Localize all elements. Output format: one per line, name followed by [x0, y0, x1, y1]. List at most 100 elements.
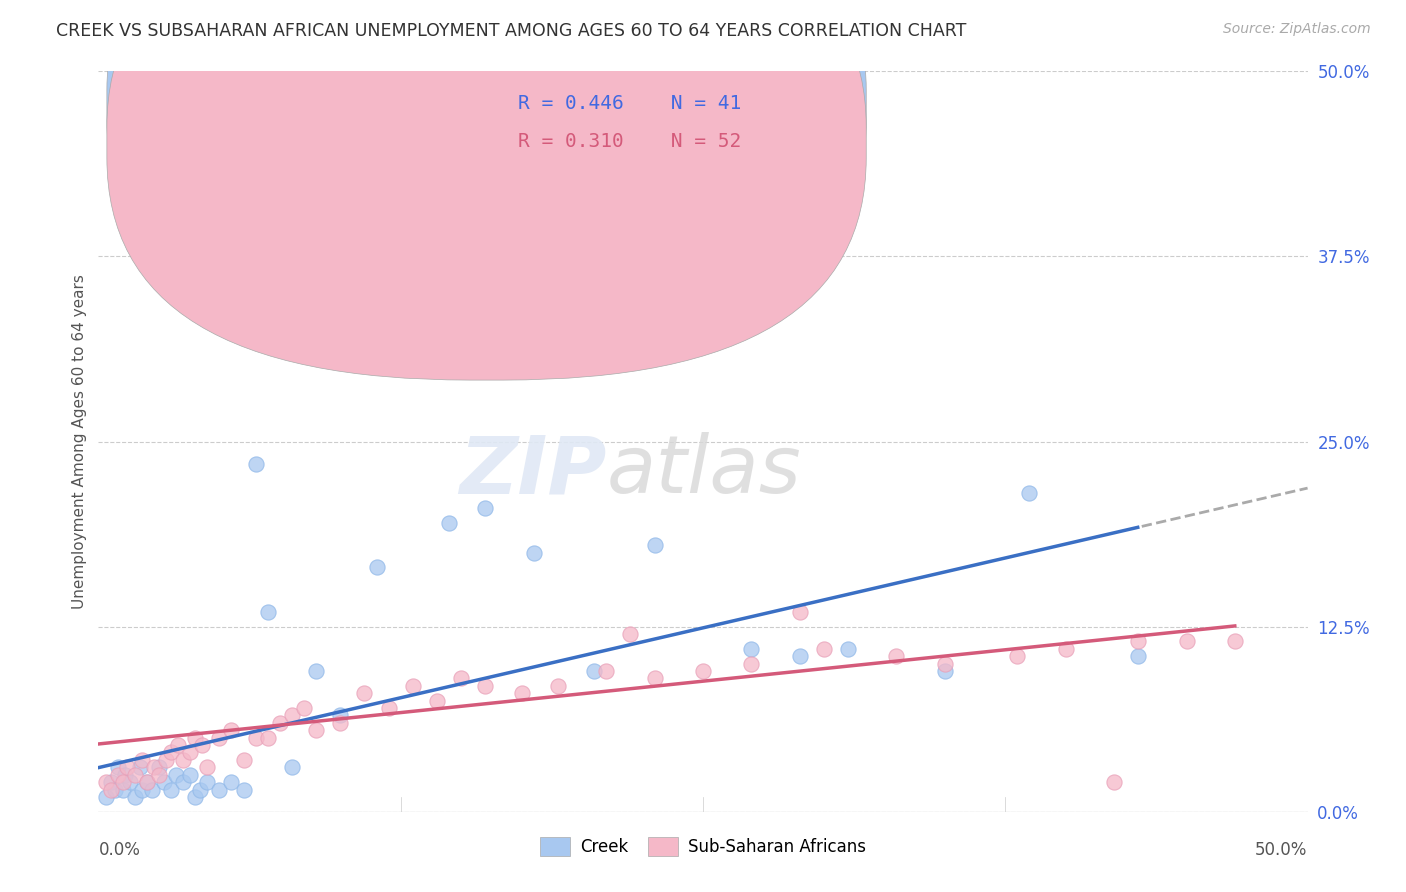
Point [94, 789, 117, 804]
Point [329, 715, 352, 730]
Point [135, 775, 157, 789]
Point [305, 664, 328, 678]
Y-axis label: Unemployment Among Ages 60 to 64 years: Unemployment Among Ages 60 to 64 years [72, 274, 87, 609]
Point [143, 760, 166, 774]
Point [329, 708, 352, 723]
FancyBboxPatch shape [461, 82, 734, 168]
Point [245, 457, 267, 471]
Point [740, 657, 762, 671]
Point [837, 641, 859, 656]
Point [1102, 775, 1125, 789]
Point [886, 649, 908, 664]
Legend: Creek, Sub-Saharan Africans: Creek, Sub-Saharan Africans [533, 830, 873, 863]
Point [245, 731, 267, 745]
Point [107, 767, 129, 781]
Point [644, 672, 666, 686]
Point [131, 782, 153, 797]
Point [619, 627, 641, 641]
Point [1223, 634, 1246, 648]
Point [104, 782, 127, 797]
Point [366, 560, 388, 574]
Point [172, 753, 194, 767]
Point [377, 701, 399, 715]
Point [148, 767, 170, 781]
Point [221, 775, 243, 789]
Point [167, 738, 190, 752]
Text: atlas: atlas [606, 432, 801, 510]
Point [934, 664, 956, 678]
Point [934, 657, 956, 671]
Text: Source: ZipAtlas.com: Source: ZipAtlas.com [1223, 22, 1371, 37]
Point [172, 775, 194, 789]
Text: R = 0.310    N = 52: R = 0.310 N = 52 [517, 132, 741, 152]
Point [111, 782, 134, 797]
Point [148, 760, 170, 774]
Text: 0.0%: 0.0% [98, 841, 141, 859]
Point [165, 767, 187, 781]
Point [1175, 634, 1198, 648]
Point [692, 664, 714, 678]
Point [252, 301, 274, 316]
Text: R = 0.446    N = 41: R = 0.446 N = 41 [517, 94, 741, 112]
Point [510, 686, 533, 700]
Text: ZIP: ZIP [458, 432, 606, 510]
Point [208, 782, 231, 797]
Point [353, 686, 375, 700]
Point [474, 501, 496, 516]
Point [426, 694, 449, 708]
FancyBboxPatch shape [107, 0, 866, 380]
Point [208, 731, 231, 745]
Point [281, 708, 304, 723]
Point [450, 672, 472, 686]
Point [94, 775, 117, 789]
Point [1128, 634, 1150, 648]
Point [118, 775, 141, 789]
Point [135, 775, 157, 789]
Point [124, 789, 146, 804]
Point [595, 664, 617, 678]
Point [191, 738, 214, 752]
Point [523, 546, 546, 560]
Point [195, 760, 218, 774]
Point [789, 649, 811, 664]
Point [184, 731, 207, 745]
Point [256, 605, 278, 619]
Point [179, 767, 201, 781]
Point [107, 760, 129, 774]
Point [221, 723, 243, 738]
Point [131, 753, 153, 767]
Point [160, 782, 183, 797]
Point [402, 679, 425, 693]
Point [1054, 641, 1077, 656]
Point [474, 679, 496, 693]
Point [100, 782, 122, 797]
Point [281, 760, 304, 774]
Point [179, 746, 201, 760]
Point [188, 782, 211, 797]
Point [160, 746, 183, 760]
Point [195, 775, 218, 789]
Point [437, 516, 460, 530]
Text: CREEK VS SUBSAHARAN AFRICAN UNEMPLOYMENT AMONG AGES 60 TO 64 YEARS CORRELATION C: CREEK VS SUBSAHARAN AFRICAN UNEMPLOYMENT… [56, 22, 966, 40]
Point [740, 641, 762, 656]
Point [152, 775, 174, 789]
Point [305, 723, 328, 738]
Point [141, 782, 163, 797]
Point [111, 775, 134, 789]
Point [644, 538, 666, 552]
Point [1128, 649, 1150, 664]
Point [117, 760, 139, 774]
Point [292, 701, 315, 715]
Point [100, 775, 122, 789]
FancyBboxPatch shape [107, 0, 866, 343]
Point [256, 731, 278, 745]
Point [232, 753, 254, 767]
Point [114, 767, 136, 781]
Point [789, 605, 811, 619]
Point [184, 789, 207, 804]
Point [583, 664, 606, 678]
Text: 50.0%: 50.0% [1256, 841, 1308, 859]
Point [155, 753, 177, 767]
Point [124, 767, 146, 781]
Point [269, 715, 291, 730]
